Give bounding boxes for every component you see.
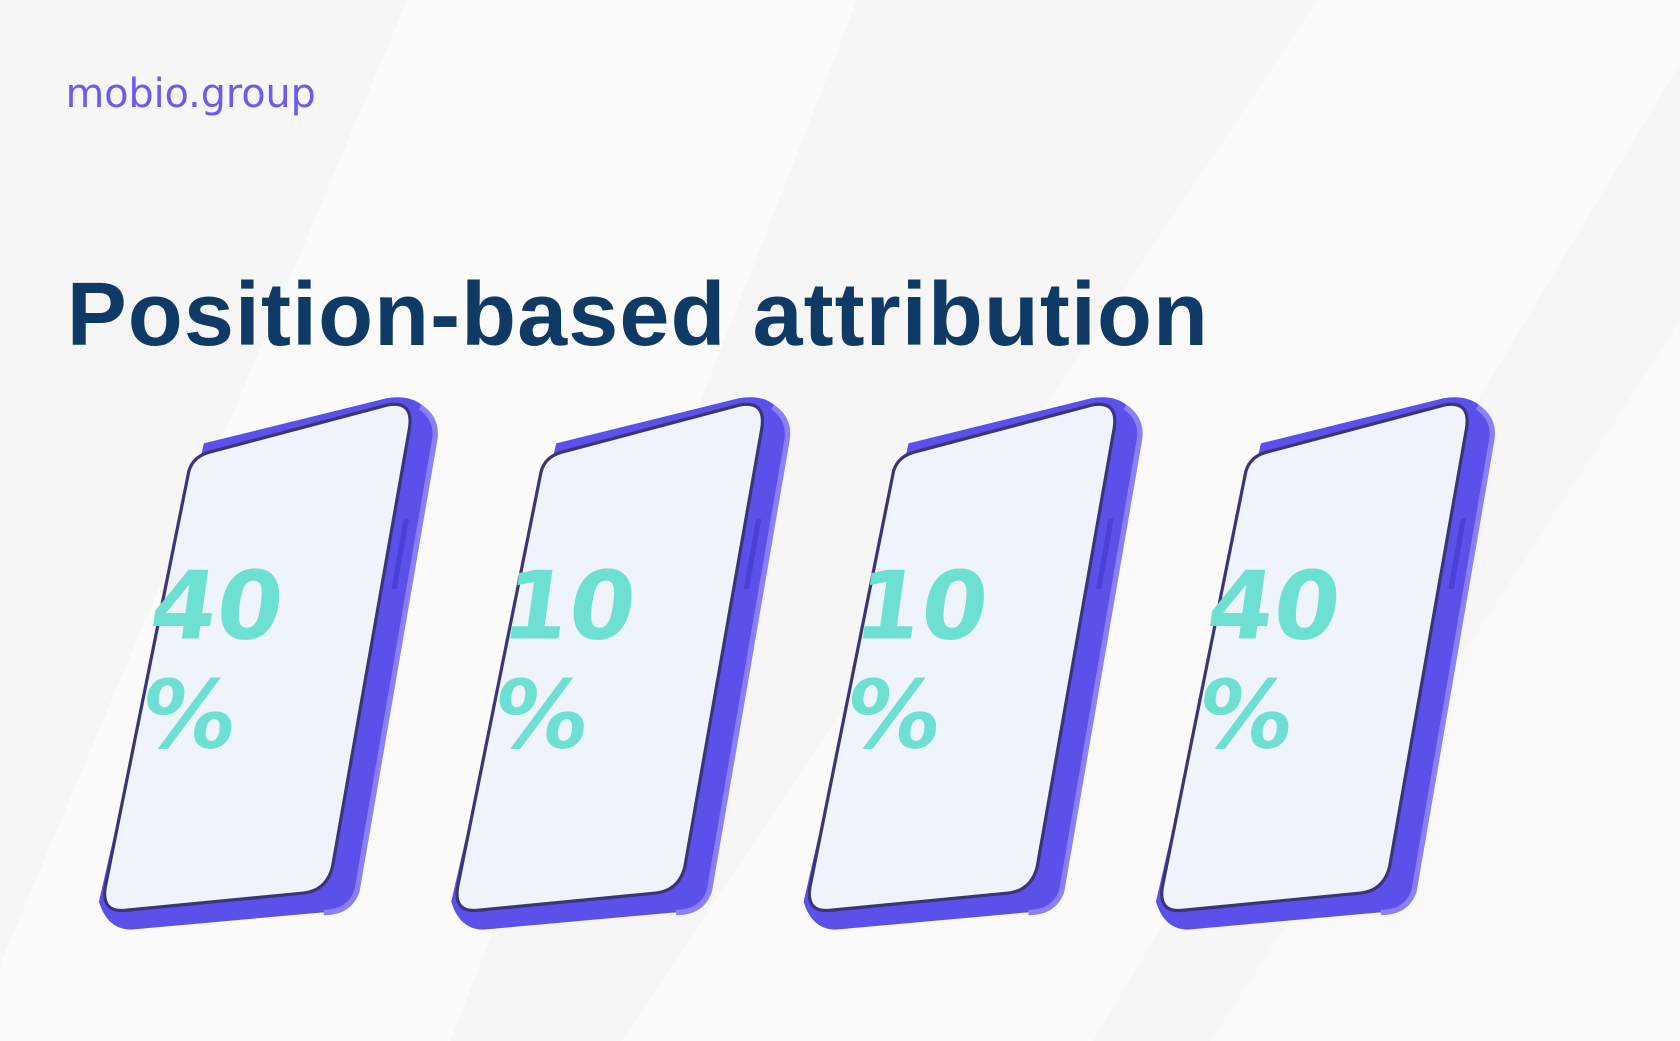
phone-edge — [676, 404, 791, 916]
phones: 40%10%10%40% — [98, 397, 1495, 930]
percent-number: 40 — [144, 552, 291, 661]
side-button — [1448, 518, 1466, 590]
percent-sign: % — [1191, 661, 1301, 770]
phone-edge — [323, 404, 438, 916]
screen-text: 10% — [486, 552, 643, 771]
percent-number: 40 — [1201, 552, 1348, 661]
phone: 40% — [1155, 397, 1495, 930]
phone: 10% — [803, 397, 1143, 930]
percent-sign: % — [839, 661, 949, 770]
phone-edge — [1028, 404, 1143, 916]
phone: 40% — [98, 397, 438, 930]
percent-number: 10 — [496, 552, 643, 661]
percent-number: 10 — [849, 552, 996, 661]
percent-sign: % — [486, 661, 596, 770]
phone-screen — [807, 402, 1117, 913]
phone: 10% — [451, 397, 791, 930]
phone-screen — [455, 402, 765, 913]
percent-sign: % — [134, 661, 244, 770]
brand: mobio.group — [66, 71, 316, 117]
side-button — [391, 518, 409, 590]
phone-screen — [103, 402, 412, 913]
side-button — [743, 518, 762, 590]
screen-text: 10% — [839, 552, 996, 771]
screen-text: 40% — [1191, 552, 1348, 771]
screen-text: 40% — [134, 552, 291, 771]
side-button — [1096, 518, 1114, 590]
phone-edge — [1380, 404, 1495, 916]
title: Position-based attribution — [67, 265, 1209, 365]
phone-screen — [1160, 402, 1469, 913]
